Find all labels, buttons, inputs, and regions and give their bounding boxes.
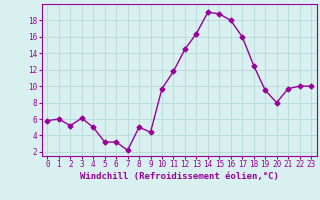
X-axis label: Windchill (Refroidissement éolien,°C): Windchill (Refroidissement éolien,°C) [80, 172, 279, 181]
